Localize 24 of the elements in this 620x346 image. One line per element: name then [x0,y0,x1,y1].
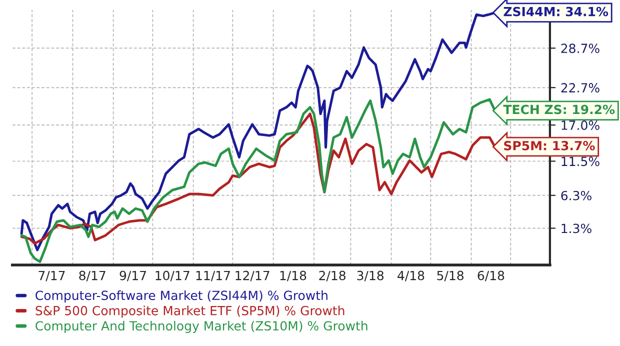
x-tick-label: 5/18 [437,270,464,282]
x-tick-label: 6/18 [478,270,504,282]
annotation: SP5M: 13.7% [504,140,595,150]
x-tick-label: 2/18 [319,270,346,282]
y-tick-label: 22.7% [561,83,600,93]
y-tick-label: 1.3% [562,224,592,234]
x-tick-label: 12/17 [236,270,270,282]
x-tick-label: 4/18 [398,270,424,282]
annotation: TECH ZS: 19.2% [503,104,615,114]
x-tick-label: 8/17 [79,270,106,282]
x-tick-label: 11/17 [196,270,230,282]
y-tick-label: 11.5% [562,156,600,166]
x-tick-label: 9/17 [120,270,146,282]
y-tick-label: 6.3% [561,190,592,200]
x-tick-label: 10/17 [156,270,190,282]
x-tick-label: 7/17 [38,270,65,282]
y-tick-label: 17.0% [562,120,600,130]
legend-label: Computer-Software Market (ZSI44M) % Growth [36,290,328,303]
y-tick-label: 28.7% [561,44,600,54]
legend-label: Computer And Technology Market (ZS10M) % Growth [36,320,368,333]
x-tick-label: 3/18 [357,270,384,282]
x-tick-label: 1/18 [280,270,306,282]
legend-label: S&P 500 Composite Market ETF (SP5M) % Growth [36,306,344,318]
annotation: ZSI44M: 34.1% [504,6,608,16]
